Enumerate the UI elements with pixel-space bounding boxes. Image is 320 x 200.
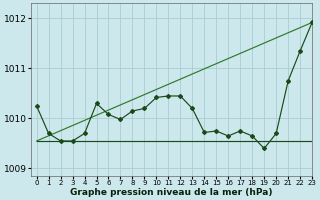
X-axis label: Graphe pression niveau de la mer (hPa): Graphe pression niveau de la mer (hPa) [70,188,273,197]
